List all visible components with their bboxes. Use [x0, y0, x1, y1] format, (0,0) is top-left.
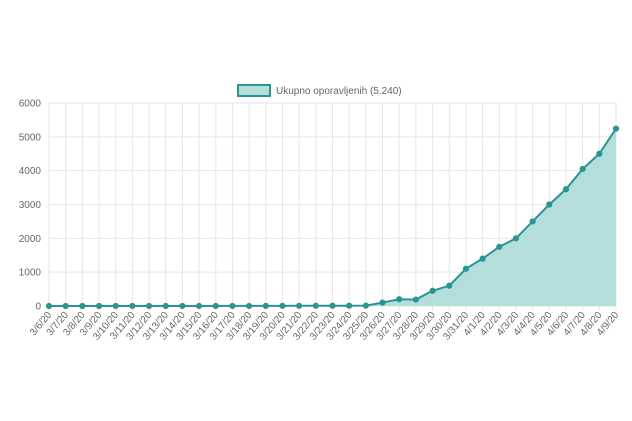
- data-point[interactable]: [412, 296, 419, 303]
- y-tick-label: 2000: [19, 234, 42, 245]
- y-axis-ticks: 0 1000 2000 3000 4000 5000 6000: [19, 99, 42, 313]
- data-point[interactable]: [362, 302, 369, 309]
- data-point[interactable]: [212, 302, 219, 310]
- data-point[interactable]: [145, 302, 153, 310]
- legend[interactable]: Ukupno oporavljenih (5.240): [237, 84, 402, 97]
- y-tick-label: 5000: [19, 132, 42, 143]
- data-point[interactable]: [529, 218, 536, 225]
- data-point[interactable]: [329, 302, 336, 309]
- data-point[interactable]: [546, 201, 553, 208]
- data-point[interactable]: [396, 296, 403, 303]
- data-point[interactable]: [312, 302, 319, 309]
- data-point[interactable]: [296, 302, 303, 309]
- x-axis-ticks: 3/6/203/7/203/8/203/9/203/10/203/11/203/…: [28, 310, 622, 343]
- y-tick-label: 3000: [19, 200, 42, 211]
- data-point[interactable]: [45, 302, 53, 310]
- data-point[interactable]: [246, 302, 253, 310]
- data-point[interactable]: [262, 302, 269, 309]
- y-tick-label: 0: [35, 302, 41, 313]
- data-point[interactable]: [112, 302, 119, 310]
- data-point[interactable]: [579, 165, 586, 173]
- y-tick-label: 1000: [19, 268, 42, 279]
- data-point[interactable]: [379, 299, 386, 306]
- data-point[interactable]: [279, 302, 286, 309]
- y-tick-label: 6000: [19, 99, 42, 110]
- data-point[interactable]: [596, 150, 603, 157]
- data-point[interactable]: [446, 282, 453, 289]
- legend-label: Ukupno oporavljenih (5.240): [276, 86, 402, 97]
- data-point[interactable]: [496, 243, 503, 250]
- data-point[interactable]: [462, 265, 470, 272]
- data-point[interactable]: [346, 302, 353, 309]
- data-point[interactable]: [229, 302, 236, 310]
- data-point[interactable]: [162, 302, 169, 310]
- data-point[interactable]: [179, 302, 186, 310]
- data-point[interactable]: [195, 302, 203, 310]
- data-point[interactable]: [562, 186, 570, 193]
- data-point[interactable]: [612, 125, 620, 132]
- data-point[interactable]: [79, 302, 86, 310]
- data-point[interactable]: [129, 302, 136, 310]
- legend-swatch: [237, 84, 271, 97]
- y-tick-label: 4000: [19, 166, 42, 177]
- data-point[interactable]: [429, 287, 436, 294]
- points-layer: [45, 125, 620, 310]
- data-point[interactable]: [62, 302, 69, 310]
- data-point[interactable]: [512, 235, 520, 242]
- data-point[interactable]: [95, 302, 103, 310]
- series-area-fill: [49, 128, 616, 306]
- data-point[interactable]: [479, 255, 486, 262]
